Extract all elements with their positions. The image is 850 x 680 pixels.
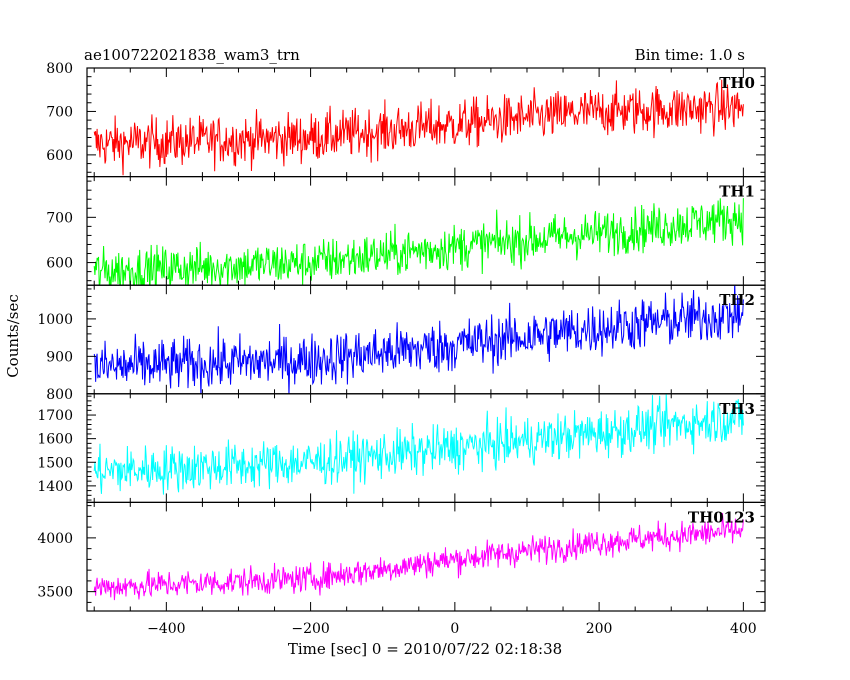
panel-frame [86,501,766,612]
y-tick-label: 800 [46,387,73,403]
panel-label-th0: TH0 [719,74,755,92]
panel-label-th3: TH3 [719,400,755,418]
panel-label-th0123: TH0123 [688,508,755,526]
y-tick-label: 1500 [37,455,73,471]
y-tick-label: 800 [46,61,73,77]
series-line-th0 [93,79,744,176]
bin-time-label: Bin time: 1.0 s [635,46,745,64]
x-tick-label: 400 [730,621,757,637]
panel-th3: 1400 1500 1600 1700 TH3 [37,393,766,503]
y-tick-label: 1600 [37,432,73,448]
y-tick-label: 4000 [37,531,73,547]
y-axis-label: Counts/sec [4,294,22,378]
x-tick-label: −400 [147,621,185,637]
panel-th0: 600 700 800 TH0 [46,61,766,178]
y-tick-label: 1400 [37,479,73,495]
y-tick-label: 900 [46,349,73,365]
series-line-th1 [93,198,744,286]
y-tick-label: 1700 [37,408,73,424]
series-line-th2 [93,285,744,394]
x-tick-label: 0 [450,621,459,637]
y-tick-label: 3500 [37,585,73,601]
y-tick-label: 600 [46,256,73,272]
plot-title: ae100722021838_wam3_trn [84,46,300,64]
panel-th0123: 3500 4000 TH0123 [37,501,766,612]
panel-th2: 800 900 1000 TH2 [37,284,766,403]
y-tick-label: 1000 [37,312,73,328]
y-tick-label: 700 [46,210,73,226]
panel-frame [86,393,766,503]
x-tick-label: −200 [291,621,329,637]
y-tick-label: 700 [46,104,73,120]
x-axis-label: Time [sec] 0 = 2010/07/22 02:18:38 [288,640,562,658]
panels-group: 600 700 800 TH0 600 700 TH1 800 900 1000 TH2 1400 15… [37,61,766,637]
x-tick-label: 200 [586,621,613,637]
series-line-th3 [93,394,744,495]
panel-label-th2: TH2 [719,291,755,309]
y-tick-label: 600 [46,148,73,164]
panel-th1: 600 700 TH1 [46,176,766,286]
series-line-th0123 [93,512,744,601]
panel-label-th1: TH1 [719,183,755,201]
